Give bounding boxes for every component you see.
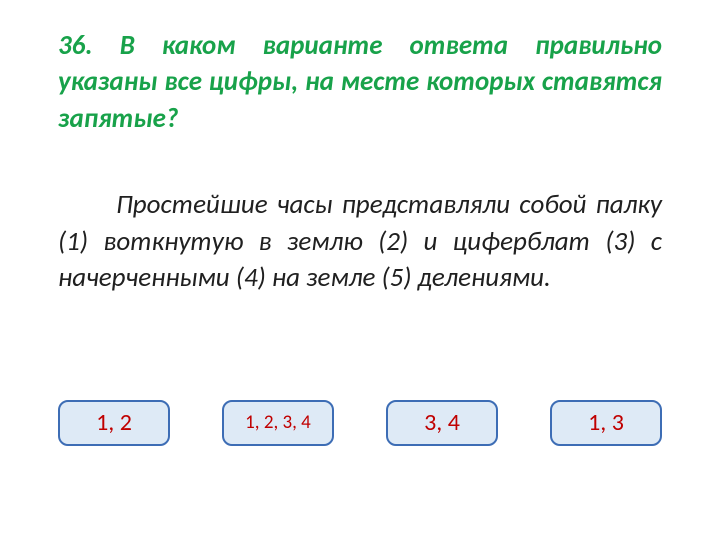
- options-row: 1, 2 1, 2, 3, 4 3, 4 1, 3: [58, 400, 662, 446]
- option-2[interactable]: 1, 2, 3, 4: [222, 400, 334, 446]
- question-number: 36.: [58, 29, 93, 62]
- option-3[interactable]: 3, 4: [386, 400, 498, 446]
- question-text: 36. В каком варианте ответа правильно ук…: [58, 28, 662, 137]
- question-body: В каком варианте ответа правильно указан…: [58, 29, 662, 135]
- option-1[interactable]: 1, 2: [58, 400, 170, 446]
- passage-text: Простейшие часы представляли собой палку…: [58, 187, 662, 296]
- option-4[interactable]: 1, 3: [550, 400, 662, 446]
- slide: 36. В каком варианте ответа правильно ук…: [0, 0, 720, 540]
